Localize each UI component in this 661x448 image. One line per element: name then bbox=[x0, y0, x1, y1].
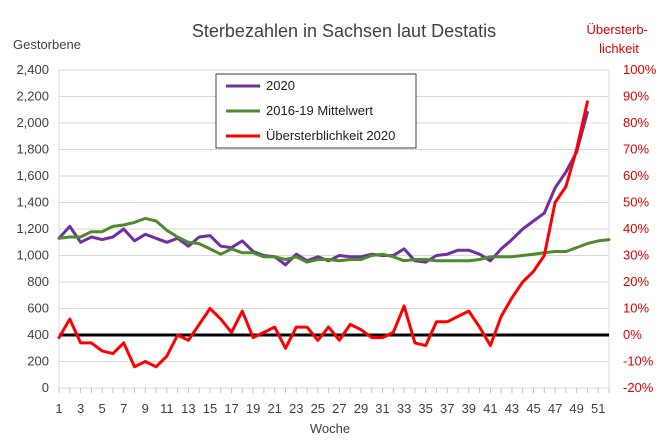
x-tick-label: 25 bbox=[311, 401, 325, 416]
x-tick-label: 9 bbox=[142, 401, 149, 416]
x-tick-label: 17 bbox=[224, 401, 238, 416]
left-tick-label: 0 bbox=[42, 380, 49, 395]
left-tick-label: 800 bbox=[27, 274, 49, 289]
left-axis-label: Gestorbene bbox=[13, 37, 81, 52]
left-tick-label: 400 bbox=[27, 327, 49, 342]
right-tick-label: 0% bbox=[623, 327, 642, 342]
right-tick-label: -20% bbox=[623, 380, 654, 395]
left-tick-label: 2,400 bbox=[16, 62, 49, 77]
right-axis-label-line-1: Übersterb- bbox=[586, 22, 647, 37]
x-axis-label: Woche bbox=[310, 421, 350, 436]
x-tick-label: 11 bbox=[160, 401, 174, 416]
legend: 2020 2016-19 Mittelwert Übersterblichkei… bbox=[215, 73, 417, 149]
left-tick-label: 200 bbox=[27, 354, 49, 369]
right-tick-label: 20% bbox=[623, 274, 649, 289]
left-tick-label: 2,200 bbox=[16, 89, 49, 104]
legend-label-2020: 2020 bbox=[266, 78, 295, 93]
series-layer bbox=[57, 100, 611, 369]
left-tick-label: 1,000 bbox=[16, 248, 49, 263]
left-tick-label: 1,800 bbox=[16, 142, 49, 157]
right-tick-label: 80% bbox=[623, 115, 649, 130]
left-tick-label: 600 bbox=[27, 301, 49, 316]
left-tick-label: 1,400 bbox=[16, 195, 49, 210]
x-tick-label: 21 bbox=[267, 401, 281, 416]
x-tick-label: 49 bbox=[569, 401, 583, 416]
plot-frame bbox=[58, 69, 610, 389]
x-tick-label: 13 bbox=[181, 401, 195, 416]
right-tick-label: 70% bbox=[623, 142, 649, 157]
left-tick-label: 2,000 bbox=[16, 115, 49, 130]
x-tick-label: 37 bbox=[440, 401, 454, 416]
right-tick-label: 50% bbox=[623, 195, 649, 210]
right-axis-label: Übersterb- lichkeit bbox=[586, 22, 651, 56]
right-tick-label: -10% bbox=[623, 354, 654, 369]
gridlines bbox=[58, 69, 610, 389]
legend-label-uebersterblichkeit: Übersterblichkeit 2020 bbox=[266, 128, 395, 143]
x-tick-label: 39 bbox=[462, 401, 476, 416]
x-tick-label: 27 bbox=[332, 401, 346, 416]
x-tick-label: 35 bbox=[418, 401, 432, 416]
right-tick-label: 100% bbox=[623, 62, 657, 77]
x-tick-label: 47 bbox=[548, 401, 562, 416]
x-tick-label: 3 bbox=[77, 401, 84, 416]
left-tick-label: 1,600 bbox=[16, 168, 49, 183]
series-line-2 bbox=[57, 100, 589, 369]
right-tick-label: 30% bbox=[623, 248, 649, 263]
right-tick-label: 60% bbox=[623, 168, 649, 183]
right-tick-label: 90% bbox=[623, 89, 649, 104]
legend-label-mittelwert: 2016-19 Mittelwert bbox=[266, 103, 373, 118]
right-tick-label: 40% bbox=[623, 221, 649, 236]
x-tick-label: 29 bbox=[354, 401, 368, 416]
x-tick-label: 45 bbox=[526, 401, 540, 416]
left-tick-label: 1,200 bbox=[16, 221, 49, 236]
x-tick-label: 43 bbox=[505, 401, 519, 416]
series-line-1 bbox=[57, 216, 611, 264]
x-tick-label: 23 bbox=[289, 401, 303, 416]
x-tick-label: 7 bbox=[120, 401, 127, 416]
x-tick-label: 5 bbox=[99, 401, 106, 416]
axis-layer: 0 200 400 600 800 1,000 1,200 1,400 1,600 1,800 2,… bbox=[16, 62, 656, 416]
chart-title: Sterbezahlen in Sachsen laut Destatis bbox=[192, 21, 496, 41]
x-tick-label: 19 bbox=[246, 401, 260, 416]
x-tick-label: 41 bbox=[483, 401, 497, 416]
x-tick-label: 31 bbox=[375, 401, 389, 416]
x-tick-label: 51 bbox=[591, 401, 605, 416]
right-axis-label-line-2: lichkeit bbox=[599, 41, 639, 56]
right-tick-label: 10% bbox=[623, 301, 649, 316]
x-tick-label: 1 bbox=[55, 401, 62, 416]
x-tick-label: 15 bbox=[203, 401, 217, 416]
x-tick-label: 33 bbox=[397, 401, 411, 416]
